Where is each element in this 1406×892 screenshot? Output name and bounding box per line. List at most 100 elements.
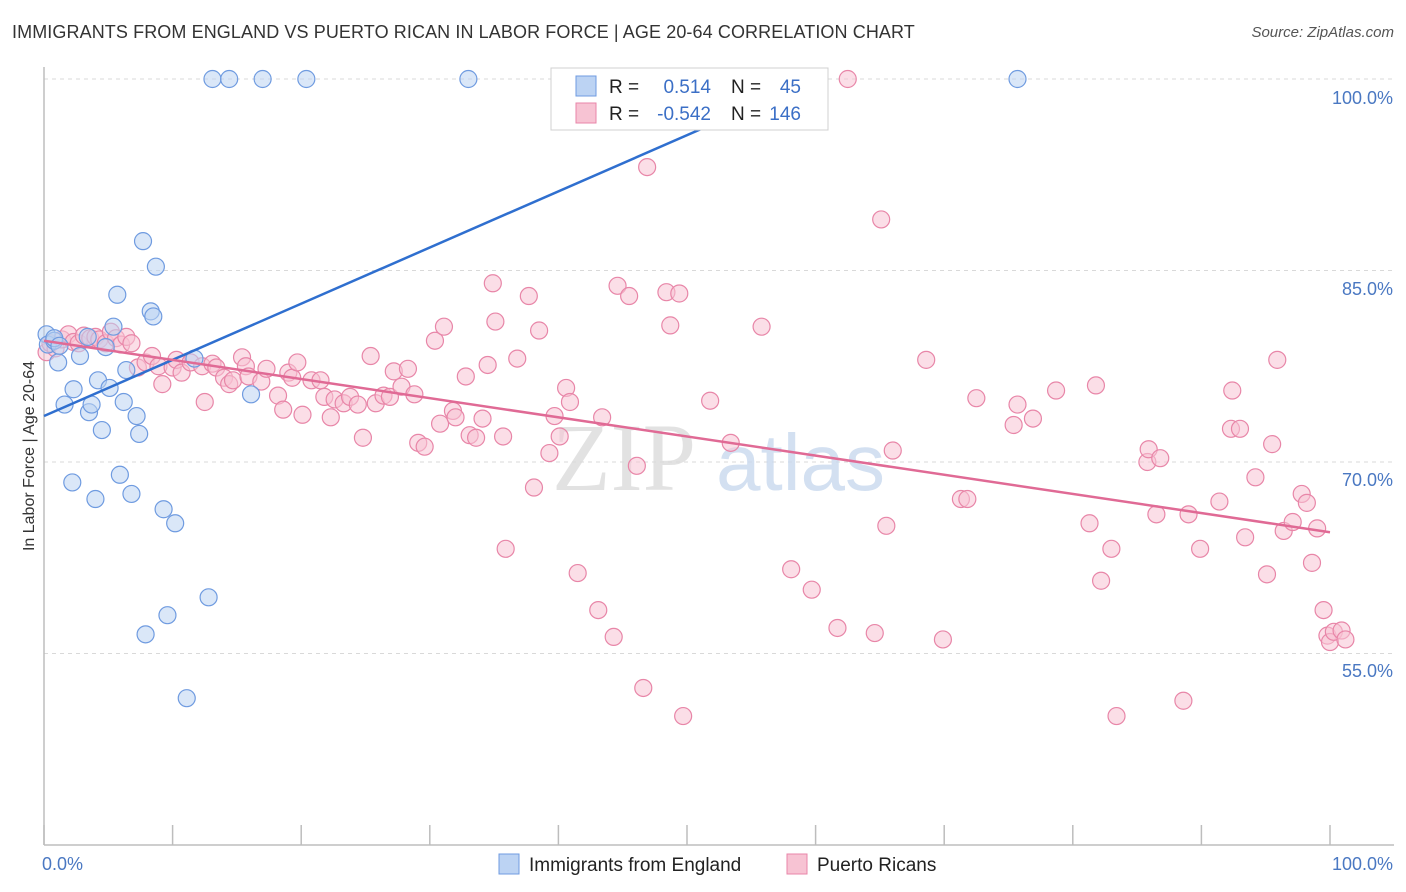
point-england [136, 625, 155, 644]
point-puerto-ricans [838, 69, 857, 89]
point-puerto-ricans [877, 516, 896, 535]
series-legend-swatch-puerto-ricans [786, 853, 808, 875]
point-england [133, 232, 153, 251]
y-tick-label: 55.0% [1342, 661, 1393, 681]
point-england [130, 424, 149, 444]
trend-lines [43, 77, 1331, 534]
point-puerto-ricans [1080, 514, 1099, 533]
point-england [86, 489, 105, 509]
point-puerto-ricans [1223, 381, 1242, 400]
point-puerto-ricans [348, 395, 367, 414]
point-england [146, 257, 165, 276]
point-puerto-ricans [274, 400, 293, 419]
point-england [199, 588, 218, 607]
point-puerto-ricans [661, 316, 680, 335]
point-puerto-ricans [293, 405, 312, 424]
point-puerto-ricans [752, 317, 771, 336]
point-puerto-ricans [1107, 706, 1126, 726]
legend-r-label: R = [609, 104, 639, 125]
point-puerto-ricans [865, 623, 884, 643]
point-england [220, 69, 239, 89]
point-england [108, 285, 127, 304]
point-england [177, 689, 196, 708]
x-axis-ticks [43, 825, 1331, 845]
scatter-points [37, 69, 1355, 726]
x-tick-label: 0.0% [42, 854, 83, 874]
point-puerto-ricans [524, 478, 544, 497]
point-england [92, 420, 111, 440]
legend-n-label: N = [731, 77, 761, 98]
point-puerto-ricans [1263, 435, 1282, 454]
point-puerto-ricans [223, 371, 243, 390]
point-england [122, 484, 141, 504]
legend-n-label: N = [731, 104, 761, 125]
point-puerto-ricans [478, 355, 497, 375]
point-puerto-ricans [1268, 350, 1287, 369]
point-puerto-ricans [634, 678, 653, 698]
point-puerto-ricans [1191, 539, 1210, 558]
point-puerto-ricans [1302, 553, 1322, 572]
point-puerto-ricans [701, 391, 720, 410]
point-puerto-ricans [1336, 630, 1355, 649]
point-puerto-ricans [1046, 381, 1066, 400]
point-puerto-ricans [627, 456, 646, 475]
point-puerto-ricans [486, 312, 505, 331]
point-puerto-ricans [670, 284, 689, 303]
point-england [64, 380, 83, 399]
point-puerto-ricans [933, 630, 953, 649]
point-puerto-ricans [425, 331, 445, 350]
series-legend-label-england: Immigrants from England [529, 855, 741, 876]
point-england [63, 473, 82, 492]
point-england [154, 500, 173, 519]
point-puerto-ricans [466, 428, 486, 447]
point-puerto-ricans [361, 346, 380, 366]
point-puerto-ricans [434, 317, 454, 336]
point-england [144, 307, 163, 326]
point-puerto-ricans [530, 321, 549, 340]
point-puerto-ricans [1210, 492, 1229, 511]
point-puerto-ricans [1230, 419, 1250, 438]
point-puerto-ricans [195, 392, 214, 412]
point-puerto-ricans [782, 560, 801, 579]
watermark-zip: ZIP [552, 404, 696, 511]
point-puerto-ricans [872, 210, 891, 229]
point-puerto-ricans [1236, 528, 1255, 547]
point-puerto-ricans [1151, 449, 1170, 468]
point-puerto-ricans [483, 274, 502, 293]
x-tick-label: 100.0% [1332, 854, 1393, 874]
legend-r-value-puerto-ricans: -0.542 [657, 104, 711, 125]
point-puerto-ricans [353, 428, 373, 447]
point-england [110, 465, 129, 484]
point-puerto-ricans [473, 409, 492, 428]
point-puerto-ricans [1086, 376, 1106, 395]
point-puerto-ricans [1008, 395, 1027, 414]
legend-swatch-puerto-ricans [575, 102, 597, 124]
point-puerto-ricans [604, 627, 623, 647]
point-puerto-ricans [608, 276, 627, 295]
point-england [166, 514, 185, 533]
point-puerto-ricans [674, 706, 693, 726]
chart-title: IMMIGRANTS FROM ENGLAND VS PUERTO RICAN … [12, 22, 915, 42]
point-puerto-ricans [1174, 691, 1193, 710]
point-puerto-ricans [496, 539, 515, 558]
point-puerto-ricans [568, 563, 587, 583]
point-puerto-ricans [456, 367, 475, 386]
point-puerto-ricans [494, 427, 513, 446]
point-puerto-ricans [550, 427, 569, 446]
point-puerto-ricans [828, 618, 847, 638]
point-puerto-ricans [540, 443, 559, 463]
point-puerto-ricans [1297, 493, 1316, 512]
series-legend-swatch-england [498, 853, 520, 875]
y-tick-label: 70.0% [1342, 470, 1393, 490]
point-puerto-ricans [153, 375, 172, 394]
point-puerto-ricans [321, 408, 340, 427]
y-tick-label: 100.0% [1332, 88, 1393, 108]
point-puerto-ricans [1023, 409, 1043, 428]
point-puerto-ricans [508, 349, 527, 368]
point-puerto-ricans [415, 437, 434, 456]
point-england [1008, 69, 1027, 89]
point-england [96, 338, 115, 357]
point-puerto-ricans [1257, 565, 1277, 584]
point-puerto-ricans [1102, 539, 1121, 558]
